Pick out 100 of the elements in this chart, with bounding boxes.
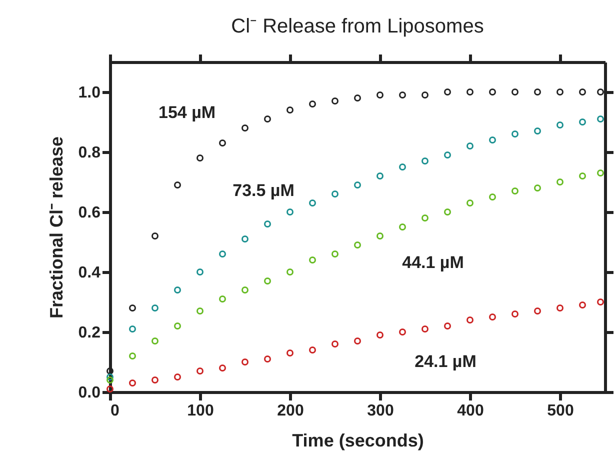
point <box>152 338 158 344</box>
point <box>597 88 604 96</box>
point <box>422 158 428 164</box>
point <box>354 338 361 344</box>
point <box>597 298 604 306</box>
x-tick-label: 200 <box>277 402 304 420</box>
point <box>219 250 226 258</box>
point <box>444 88 451 96</box>
point <box>286 208 294 216</box>
point <box>152 376 158 384</box>
point <box>489 194 496 200</box>
point <box>242 358 248 366</box>
point <box>196 268 204 276</box>
point <box>196 368 204 374</box>
point <box>489 136 496 144</box>
point <box>376 332 384 338</box>
series-label: 154 µM <box>158 103 216 122</box>
point <box>376 232 384 240</box>
point <box>512 130 518 138</box>
point <box>174 182 181 188</box>
point <box>174 322 181 330</box>
y-tick-label: 1.0 <box>78 84 101 102</box>
point <box>242 124 248 132</box>
y-tick-label: 0.8 <box>78 144 101 162</box>
series-label: 44.1 µM <box>402 253 464 272</box>
point <box>444 208 451 216</box>
y-tick-label: 0.6 <box>78 204 101 222</box>
point <box>264 278 271 284</box>
point <box>264 220 271 228</box>
point <box>444 152 451 158</box>
point <box>264 356 271 362</box>
point <box>534 308 541 314</box>
y-tick-label: 0.2 <box>78 324 101 342</box>
point <box>219 364 226 372</box>
point <box>376 92 384 98</box>
point <box>219 140 226 146</box>
point <box>332 190 338 198</box>
x-axis-title: Time (seconds) <box>292 430 424 450</box>
point <box>309 256 316 264</box>
point <box>309 200 316 206</box>
point <box>129 326 136 332</box>
point <box>332 98 338 104</box>
point <box>152 304 158 312</box>
point <box>597 170 604 176</box>
point <box>399 328 406 336</box>
point <box>129 304 136 312</box>
point <box>354 94 361 102</box>
point <box>129 380 136 386</box>
x-tick-label: 100 <box>187 402 214 420</box>
point <box>466 316 474 324</box>
point <box>512 88 518 96</box>
point <box>422 326 428 332</box>
point <box>354 182 361 188</box>
y-tick-label: 0.4 <box>78 264 101 282</box>
point <box>219 296 226 302</box>
point <box>309 346 316 354</box>
point <box>579 172 586 180</box>
point <box>152 232 158 240</box>
x-tick-label: 300 <box>367 402 394 420</box>
point <box>196 308 204 314</box>
point <box>196 154 204 162</box>
chart-title: Cl⁻ Release from Liposomes <box>231 16 484 38</box>
point <box>466 88 474 96</box>
y-axis-title: Fractional Cl⁻ release <box>46 136 66 319</box>
point <box>174 286 181 294</box>
point <box>242 286 248 294</box>
point <box>556 122 564 128</box>
point <box>106 386 114 392</box>
x-tick-label: 400 <box>457 402 484 420</box>
x-tick-label: 0 <box>110 402 120 420</box>
point <box>242 236 248 242</box>
point <box>422 214 428 222</box>
point <box>512 188 518 194</box>
point <box>579 88 586 96</box>
point <box>597 116 604 122</box>
point <box>399 92 406 98</box>
y-tick-label: 0.0 <box>78 384 101 402</box>
point <box>512 310 518 318</box>
point <box>309 100 316 108</box>
point <box>579 118 586 126</box>
point <box>354 242 361 248</box>
point <box>422 92 428 98</box>
point <box>376 172 384 180</box>
point <box>264 116 271 122</box>
point <box>106 374 114 380</box>
point <box>556 88 564 96</box>
point <box>489 314 496 320</box>
x-tick-label: 500 <box>547 402 574 420</box>
point <box>286 106 294 114</box>
series-label: 24.1 µM <box>414 352 476 371</box>
point <box>466 200 474 206</box>
point <box>534 184 541 192</box>
point <box>556 304 564 312</box>
point <box>106 368 114 374</box>
point <box>466 142 474 150</box>
point <box>286 350 294 356</box>
point <box>332 250 338 258</box>
point <box>556 178 564 186</box>
point <box>129 352 136 360</box>
point <box>579 302 586 308</box>
